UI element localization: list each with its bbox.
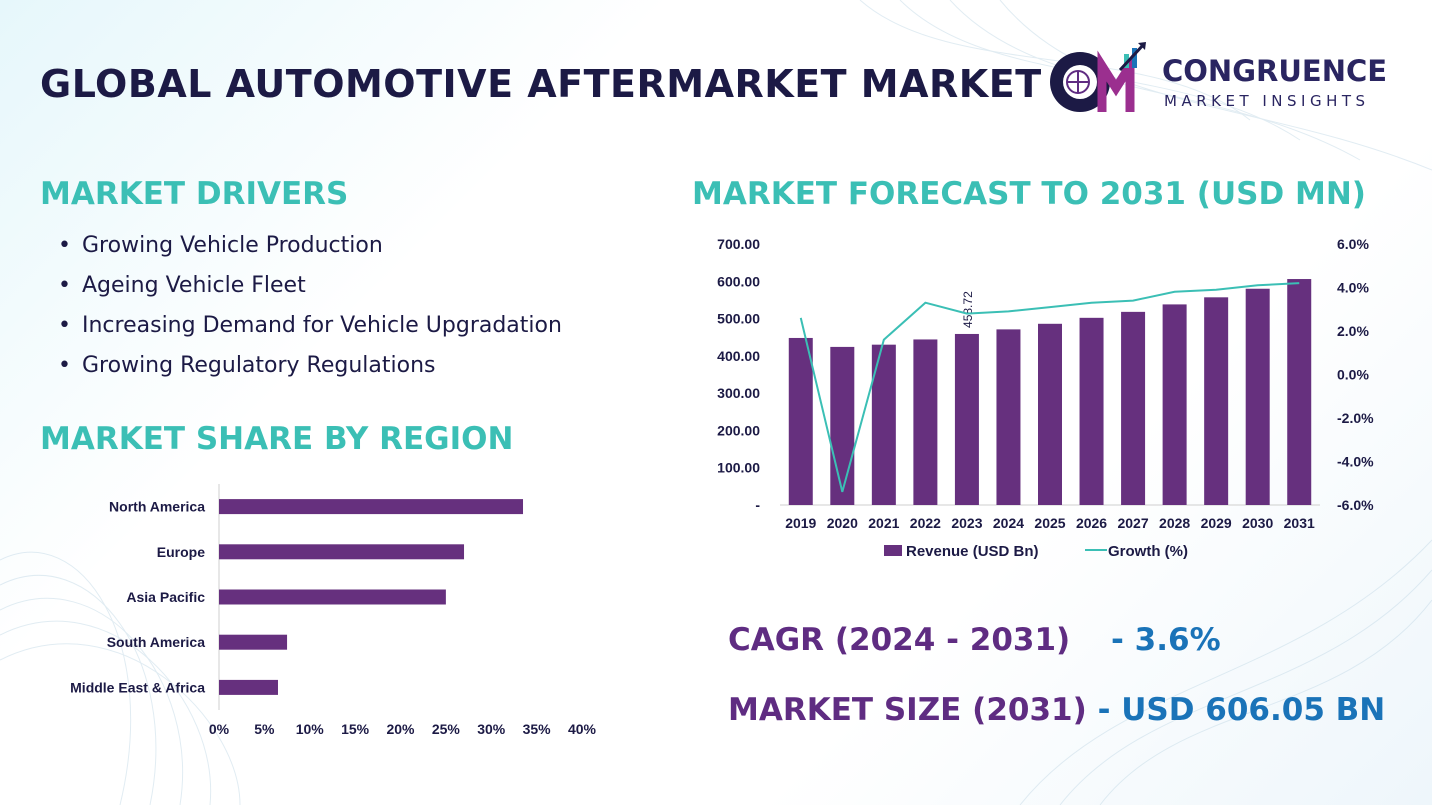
bullet-icon: •	[58, 273, 71, 298]
forecast-x-tick: 2025	[1034, 515, 1065, 531]
legend-revenue-label: Revenue (USD Bn)	[906, 543, 1039, 560]
forecast-y-tick-left: 700.00	[717, 236, 760, 252]
forecast-y-tick-right: -2.0%	[1337, 410, 1374, 426]
market-drivers-heading: MARKET DRIVERS	[40, 176, 349, 212]
logo-subtitle: MARKET INSIGHTS	[1164, 92, 1370, 110]
forecast-x-tick: 2020	[827, 515, 858, 531]
cagr-kpi: CAGR (2024 - 2031) - 3.6%	[728, 622, 1221, 658]
forecast-y-tick-right: -4.0%	[1337, 454, 1374, 470]
revenue-bar	[1038, 323, 1062, 505]
region-x-tick: 35%	[523, 721, 552, 737]
revenue-bar	[1245, 288, 1270, 505]
forecast-y-tick-right: 0.0%	[1337, 367, 1369, 383]
region-x-tick: 5%	[254, 721, 275, 737]
cagr-value: - 3.6%	[1111, 622, 1221, 658]
market-share-heading: MARKET SHARE BY REGION	[40, 421, 514, 457]
forecast-y-tick-left: 400.00	[717, 348, 760, 364]
forecast-x-tick: 2021	[868, 515, 899, 531]
market-forecast-heading: MARKET FORECAST TO 2031 (USD MN)	[692, 176, 1366, 212]
region-x-tick: 40%	[568, 721, 597, 737]
legend-growth-label: Growth (%)	[1108, 543, 1188, 560]
driver-label: Increasing Demand for Vehicle Upgradatio…	[82, 313, 562, 338]
revenue-bar	[1079, 317, 1104, 505]
forecast-x-tick: 2024	[993, 515, 1024, 531]
page-title: GLOBAL AUTOMOTIVE AFTERMARKET MARKET	[40, 62, 1042, 106]
region-bar	[219, 544, 465, 560]
region-bar	[219, 589, 446, 605]
legend-revenue-swatch	[884, 545, 902, 556]
list-item: • Growing Vehicle Production	[58, 230, 562, 270]
market-size-kpi: MARKET SIZE (2031) - USD 606.05 BN	[728, 692, 1385, 728]
region-x-tick: 30%	[477, 721, 506, 737]
forecast-y-tick-left: 200.00	[717, 422, 760, 438]
list-item: • Increasing Demand for Vehicle Upgradati…	[58, 310, 562, 350]
logo-mark-icon	[1050, 42, 1146, 112]
company-logo: CONGRUENCE MARKET INSIGHTS	[1044, 40, 1404, 120]
driver-label: Growing Regulatory Regulations	[82, 353, 436, 378]
forecast-y-tick-left: -	[755, 497, 760, 513]
revenue-bar	[1162, 304, 1187, 505]
forecast-y-tick-left: 100.00	[717, 460, 760, 476]
forecast-y-tick-left: 600.00	[717, 273, 760, 289]
forecast-x-tick: 2023	[951, 515, 982, 531]
forecast-x-tick: 2019	[785, 515, 816, 531]
revenue-bar	[1287, 279, 1312, 505]
forecast-x-tick: 2029	[1201, 515, 1232, 531]
driver-label: Growing Vehicle Production	[82, 233, 383, 258]
revenue-bar	[954, 333, 979, 505]
region-label: Asia Pacific	[126, 589, 205, 605]
drivers-list: • Growing Vehicle Production • Ageing Vehi…	[58, 230, 562, 390]
driver-label: Ageing Vehicle Fleet	[82, 273, 306, 298]
forecast-y-tick-left: 300.00	[717, 385, 760, 401]
forecast-x-tick: 2022	[910, 515, 941, 531]
forecast-y-tick-right: 4.0%	[1337, 280, 1369, 296]
bullet-icon: •	[58, 313, 71, 338]
forecast-y-tick-right: 2.0%	[1337, 323, 1369, 339]
market-size-label: MARKET SIZE (2031)	[728, 692, 1087, 728]
forecast-y-tick-left: 500.00	[717, 311, 760, 327]
growth-line	[799, 282, 1300, 493]
forecast-x-tick: 2028	[1159, 515, 1190, 531]
forecast-x-tick: 2030	[1242, 515, 1273, 531]
market-size-value: - USD 606.05 BN	[1097, 692, 1386, 728]
cagr-label: CAGR (2024 - 2031)	[728, 622, 1071, 658]
logo-name: CONGRUENCE	[1162, 54, 1388, 88]
region-label: South America	[107, 634, 205, 650]
revenue-bar	[1121, 311, 1146, 505]
region-bar	[219, 679, 278, 695]
region-x-tick: 10%	[296, 721, 325, 737]
region-x-tick: 25%	[432, 721, 461, 737]
revenue-bar	[913, 339, 938, 505]
forecast-y-tick-right: -6.0%	[1337, 497, 1374, 513]
region-x-tick: 0%	[209, 721, 230, 737]
revenue-bar	[996, 329, 1021, 505]
revenue-bar	[788, 337, 813, 505]
forecast-x-tick: 2031	[1284, 515, 1315, 531]
region-x-tick: 20%	[386, 721, 415, 737]
region-bar	[219, 634, 288, 650]
region-x-tick: 15%	[341, 721, 370, 737]
region-label: Middle East & Africa	[70, 679, 205, 695]
region-bar	[219, 499, 524, 515]
bullet-icon: •	[58, 353, 71, 378]
region-label: Europe	[157, 544, 205, 560]
forecast-x-tick: 2026	[1076, 515, 1107, 531]
revenue-data-label: 458.72	[961, 291, 975, 328]
revenue-bar	[830, 346, 855, 505]
bullet-icon: •	[58, 233, 71, 258]
forecast-y-tick-right: 6.0%	[1337, 236, 1369, 252]
list-item: • Growing Regulatory Regulations	[58, 350, 562, 390]
forecast-x-tick: 2027	[1117, 515, 1148, 531]
revenue-bar	[1204, 297, 1229, 505]
list-item: • Ageing Vehicle Fleet	[58, 270, 562, 310]
region-label: North America	[109, 499, 205, 515]
